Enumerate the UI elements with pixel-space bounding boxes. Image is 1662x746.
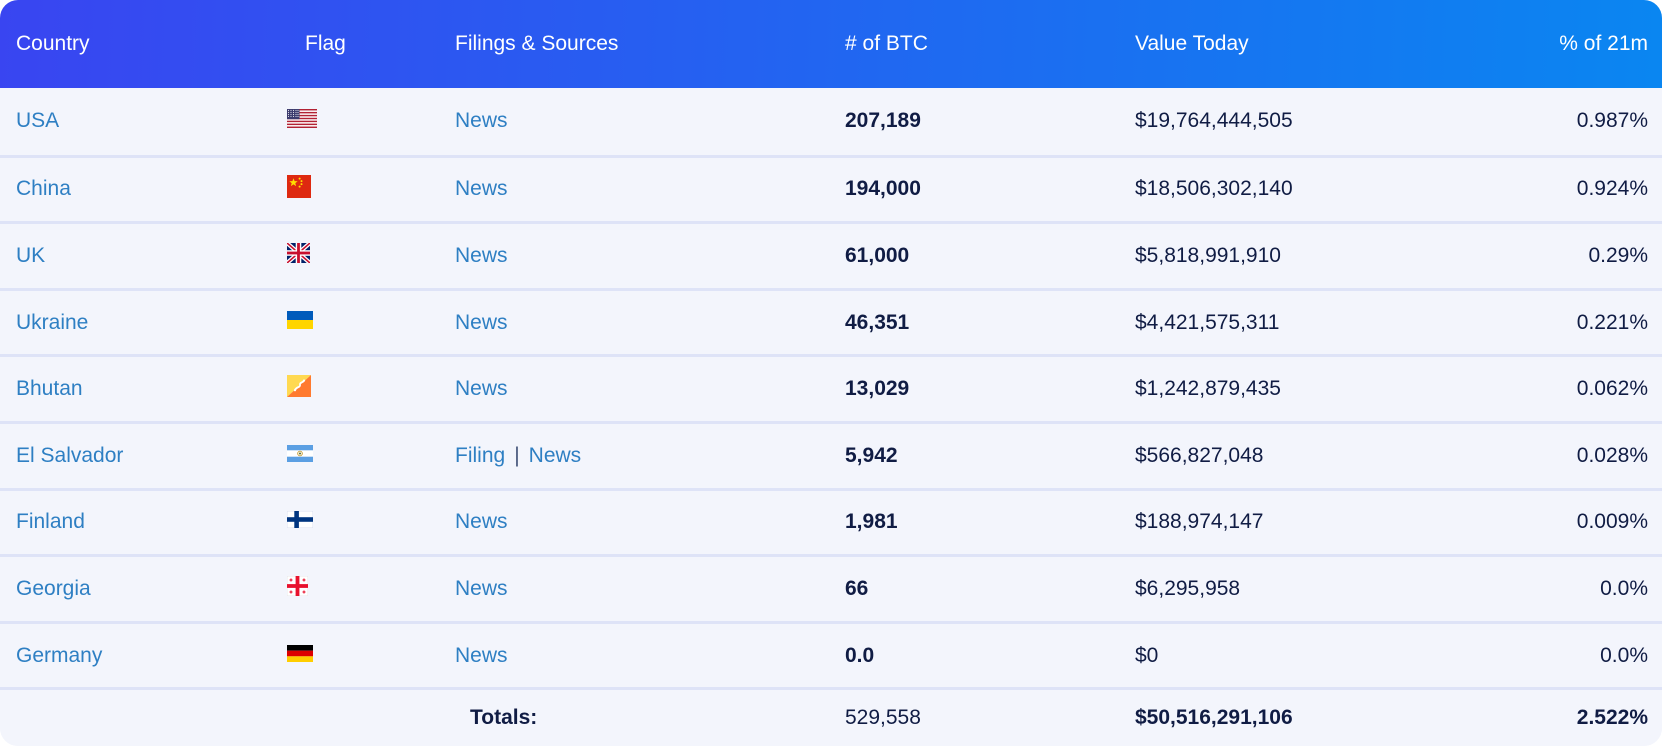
news-link[interactable]: News (528, 443, 582, 467)
news-link[interactable]: News (455, 109, 508, 133)
value-today: $19,764,444,505 (1135, 109, 1293, 133)
table-row: Ukraine News 46,351 $4,421,575,311 0.221% (0, 287, 1662, 355)
country-link-uk[interactable]: UK (16, 243, 46, 267)
country-link-el-salvador[interactable]: El Salvador (16, 443, 124, 467)
china-flag-icon (287, 174, 311, 198)
column-header-value: Value Today (1135, 32, 1249, 55)
btc-amount: 61,000 (845, 243, 910, 267)
totals-row: Totals: 529,558 $50,516,291,106 2.522% (0, 687, 1662, 746)
value-today: $6,295,958 (1135, 576, 1241, 600)
totals-value-today: $50,516,291,106 (1135, 706, 1293, 730)
bhutan-flag-icon (287, 375, 311, 398)
country-link-georgia[interactable]: Georgia (16, 576, 91, 600)
btc-amount: 1,981 (845, 510, 898, 534)
btc-amount: 194,000 (845, 177, 921, 201)
value-today: $5,818,991,910 (1135, 243, 1281, 267)
table-row: Germany News 0.0 $0 0.0% (0, 620, 1662, 688)
pct-of-21m: 0.0% (1600, 576, 1648, 600)
column-header-btc: # of BTC (845, 32, 928, 55)
filing-link[interactable]: Filing (455, 443, 506, 467)
country-link-bhutan[interactable]: Bhutan (16, 377, 83, 401)
country-link-ukraine[interactable]: Ukraine (16, 310, 89, 334)
pct-of-21m: 0.0% (1600, 643, 1648, 667)
column-header-filings: Filings & Sources (455, 32, 619, 55)
finland-flag-icon (287, 511, 313, 529)
el-salvador-flag-icon (287, 444, 313, 462)
georgia-flag-icon (287, 575, 308, 596)
country-link-usa[interactable]: USA (16, 109, 60, 133)
value-today: $0 (1135, 643, 1159, 667)
pct-of-21m: 0.062% (1576, 377, 1648, 401)
news-link[interactable]: News (455, 177, 508, 201)
news-link[interactable]: News (455, 243, 508, 267)
table-row: Georgia News 66 $6,295,958 0.0% (0, 554, 1662, 621)
btc-amount: 0.0 (845, 643, 875, 667)
table-row: El Salvador Filing | News 5,942 $566,827,048… (0, 420, 1662, 488)
value-today: $18,506,302,140 (1135, 177, 1293, 201)
value-today: $4,421,575,311 (1135, 310, 1280, 334)
btc-amount: 46,351 (845, 310, 910, 334)
country-link-finland[interactable]: Finland (16, 510, 85, 534)
value-today: $1,242,879,435 (1135, 377, 1281, 401)
table-row: Finland News 1,981 $188,974,147 0.009% (0, 487, 1662, 555)
btc-amount: 13,029 (845, 377, 910, 401)
news-link[interactable]: News (455, 643, 508, 667)
table-row: USA News 207,189 $19,764,444,505 0.987% (0, 88, 1662, 155)
uk-flag-icon (287, 242, 310, 263)
pct-of-21m: 0.29% (1588, 243, 1648, 267)
btc-amount: 66 (845, 576, 869, 600)
pct-of-21m: 0.028% (1576, 443, 1648, 467)
pct-of-21m: 0.009% (1576, 510, 1648, 534)
totals-pct-of-21m: 2.522% (1576, 706, 1648, 730)
news-link[interactable]: News (455, 377, 508, 401)
value-today: $566,827,048 (1135, 443, 1264, 467)
usa-flag-icon (287, 108, 317, 128)
totals-label: Totals: (470, 706, 538, 730)
link-separator: | (514, 443, 520, 467)
pct-of-21m: 0.987% (1576, 109, 1648, 133)
table-row: UK News 61,000 $5,818,991,910 0.29% (0, 221, 1662, 288)
table-row: Bhutan News 13,029 $1,242,879,435 0.062% (0, 354, 1662, 421)
news-link[interactable]: News (455, 510, 508, 534)
btc-amount: 207,189 (845, 109, 921, 133)
totals-btc-amount: 529,558 (845, 706, 921, 730)
country-link-germany[interactable]: Germany (16, 643, 103, 667)
column-header-country: Country (16, 32, 90, 55)
news-link[interactable]: News (455, 576, 508, 600)
value-today: $188,974,147 (1135, 510, 1264, 534)
column-header-flag: Flag (305, 32, 346, 55)
pct-of-21m: 0.221% (1576, 310, 1648, 334)
pct-of-21m: 0.924% (1576, 177, 1648, 201)
germany-flag-icon (287, 644, 313, 662)
table-header: Country Flag Filings & Sources # of BTC … (0, 0, 1662, 88)
news-link[interactable]: News (455, 310, 508, 334)
table-row: China News 194,000 $18,506,302,140 0.924% (0, 154, 1662, 222)
btc-amount: 5,942 (845, 443, 898, 467)
country-link-china[interactable]: China (16, 177, 71, 201)
ukraine-flag-icon (287, 310, 313, 329)
column-header-pct: % of 21m (1559, 32, 1648, 55)
